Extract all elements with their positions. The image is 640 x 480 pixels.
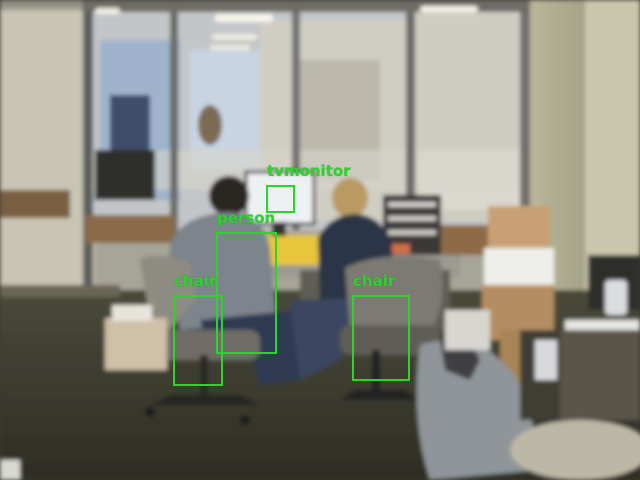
person-bounding-box [216, 232, 277, 354]
chair-right-bounding-box [352, 295, 410, 381]
tvmonitor-bounding-box [266, 185, 295, 213]
chair-left-bounding-box [173, 295, 223, 386]
person-label: person [217, 209, 276, 227]
chair-left-label: chair [174, 272, 217, 290]
chair-right-label: chair [353, 272, 396, 290]
tvmonitor-label: tvmonitor [267, 162, 351, 180]
